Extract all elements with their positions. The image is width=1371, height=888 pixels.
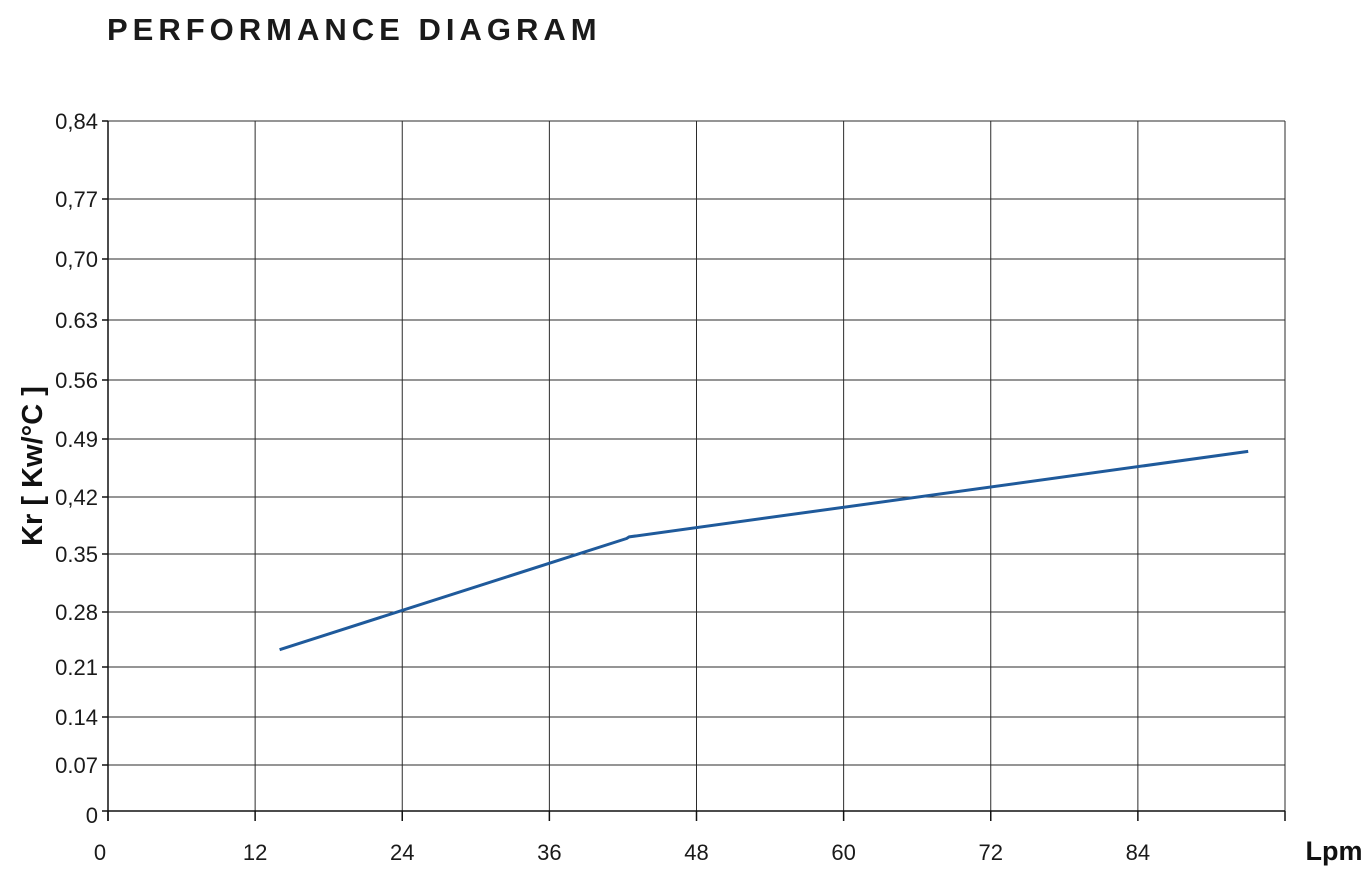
y-tick-label: 0.35 [55,542,98,567]
y-tick-labels: 0 0.07 0.14 0.21 0.28 0.35 0,42 0.49 0.56 0.63 0,7… [55,109,98,828]
x-tick-label: 24 [390,840,414,865]
x-tick-labels: 0 12 24 36 48 60 72 84 [94,840,1150,865]
y-tick-label: 0.56 [55,368,98,393]
x-tick-label: 36 [537,840,561,865]
y-tick-label: 0.07 [55,753,98,778]
y-tick-label: 0 [86,803,98,828]
y-tick-label: 0,70 [55,247,98,272]
x-tick-label: 0 [94,840,106,865]
series [279,449,1249,652]
series-line [279,449,1249,652]
y-tick-label: 0,77 [55,187,98,212]
axes [102,120,1286,821]
y-tick-label: 0.14 [55,705,98,730]
grid [108,120,1286,811]
x-tick-label: 72 [979,840,1003,865]
x-axis-label: Lpm [1306,836,1363,866]
y-tick-label: 0.21 [55,655,98,680]
y-tick-label: 0,84 [55,109,98,134]
chart-title: PERFORMANCE DIAGRAM [107,12,602,47]
x-tick-label: 48 [684,840,708,865]
y-tick-label: 0.63 [55,308,98,333]
x-tick-label: 60 [831,840,855,865]
y-tick-label: 0.28 [55,600,98,625]
x-tick-label: 84 [1126,840,1150,865]
y-tick-label: 0.49 [55,427,98,452]
y-tick-label: 0,42 [55,485,98,510]
x-tick-label: 12 [243,840,267,865]
y-axis-label: Kr [ Kw/°C ] [17,386,49,546]
